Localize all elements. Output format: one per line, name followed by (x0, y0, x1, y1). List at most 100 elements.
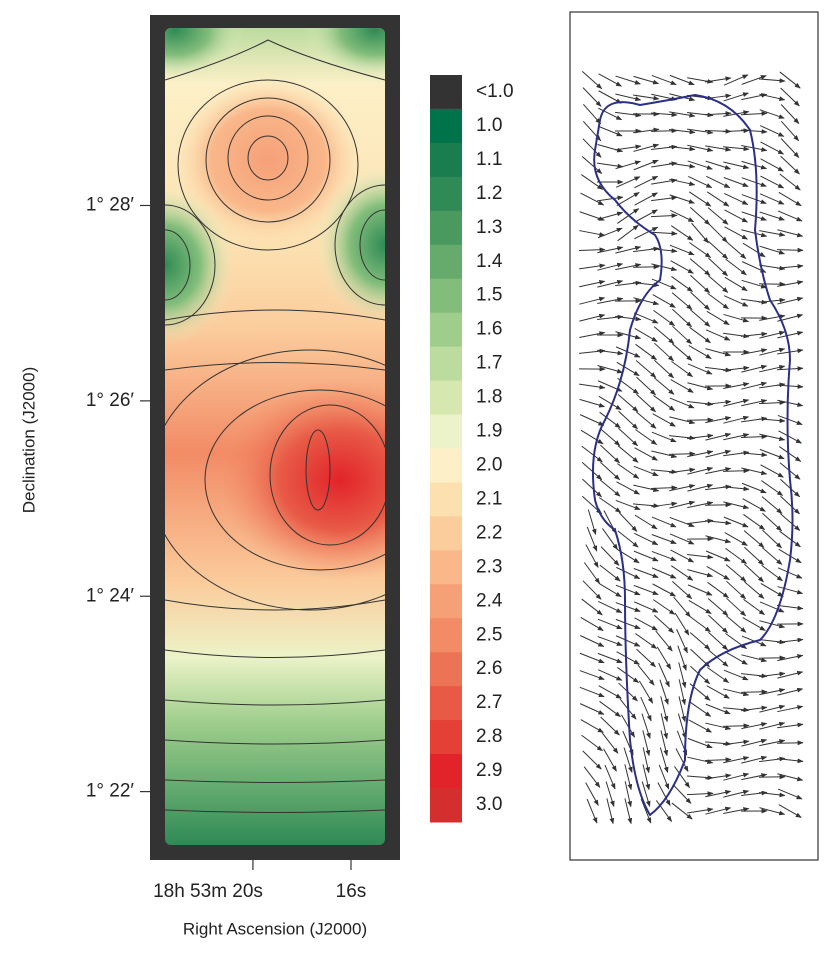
vector (579, 231, 605, 236)
vector (778, 415, 802, 424)
vector (761, 159, 784, 171)
colorbar-label: 2.2 (476, 522, 502, 543)
vector (670, 517, 694, 526)
vector (688, 364, 712, 374)
vector (597, 163, 623, 167)
vector (726, 581, 745, 599)
vector (759, 79, 785, 81)
vector (634, 585, 658, 594)
vector (741, 692, 767, 693)
vector (741, 334, 767, 337)
vector (690, 275, 709, 293)
vector (707, 311, 729, 324)
colorbar-swatch (430, 584, 462, 618)
colorbar-label: 2.0 (476, 454, 502, 475)
vector (636, 361, 656, 378)
vector (708, 632, 727, 650)
vector (597, 350, 623, 353)
vector (641, 799, 651, 823)
vector (669, 179, 694, 185)
vector (778, 789, 802, 799)
vector (588, 510, 595, 535)
vector (586, 783, 599, 806)
vector (741, 437, 767, 438)
vector (671, 361, 692, 376)
vector (672, 803, 692, 819)
colorbar-label: 2.1 (476, 488, 502, 509)
vector (689, 192, 711, 206)
vector (690, 616, 711, 632)
vector (670, 245, 694, 255)
vector (760, 176, 783, 188)
vector (781, 104, 799, 123)
vector (706, 330, 730, 340)
vector (654, 343, 673, 361)
vector (743, 599, 764, 614)
vector (706, 551, 730, 561)
vector (759, 384, 785, 388)
vector (597, 213, 622, 220)
vector (599, 686, 622, 699)
vector (599, 583, 621, 596)
vector (635, 429, 656, 444)
vector (744, 582, 764, 599)
vector (742, 195, 766, 204)
vector (641, 697, 651, 721)
vector (744, 547, 763, 565)
vector (651, 249, 677, 252)
colorbar-label: 1.2 (476, 183, 502, 204)
vector (651, 232, 677, 233)
vector (605, 765, 615, 789)
vector (741, 113, 767, 115)
vector-field (579, 71, 803, 823)
vector (673, 785, 691, 804)
colorbar-swatch (430, 550, 462, 584)
vector (670, 398, 694, 408)
vector (582, 156, 602, 173)
vector (723, 741, 749, 745)
vector (669, 147, 695, 150)
vector (708, 258, 727, 276)
vector (742, 76, 766, 85)
vector (583, 751, 602, 769)
vector (687, 435, 713, 438)
vector (600, 428, 620, 445)
colorbar-label: <1.0 (476, 81, 514, 102)
colorbar-label: 2.5 (476, 624, 502, 645)
vector (688, 738, 712, 747)
vector (760, 126, 784, 137)
colorbar-label: 1.8 (476, 387, 502, 408)
vector-panel (570, 12, 818, 860)
vector (761, 583, 783, 596)
vector (660, 748, 667, 773)
vector (741, 707, 767, 710)
colorbar-swatch (430, 516, 462, 550)
vector (777, 250, 803, 251)
vector (690, 310, 710, 327)
vector (617, 667, 638, 682)
vector (705, 521, 731, 524)
vector (671, 276, 692, 291)
vector (615, 146, 641, 150)
vector (708, 275, 728, 292)
y-tick-label: 1° 28′ (86, 195, 135, 216)
vector (601, 717, 620, 735)
colorbar-swatch (430, 109, 462, 143)
vector (761, 481, 782, 496)
vector (634, 569, 658, 578)
vector (705, 113, 731, 115)
vector (726, 241, 746, 258)
vector (781, 121, 798, 140)
vector (687, 570, 712, 577)
colorbar-swatch (430, 482, 462, 516)
colorbar-swatch (430, 75, 462, 109)
colorbar-label: 1.3 (476, 217, 502, 238)
y-axis-label: Declination (J2000) (19, 367, 38, 513)
vector (660, 680, 668, 705)
vector (659, 663, 670, 687)
vector (780, 531, 801, 547)
vector (724, 93, 749, 101)
vector (599, 91, 622, 104)
vector (708, 241, 727, 259)
vector (759, 792, 785, 795)
